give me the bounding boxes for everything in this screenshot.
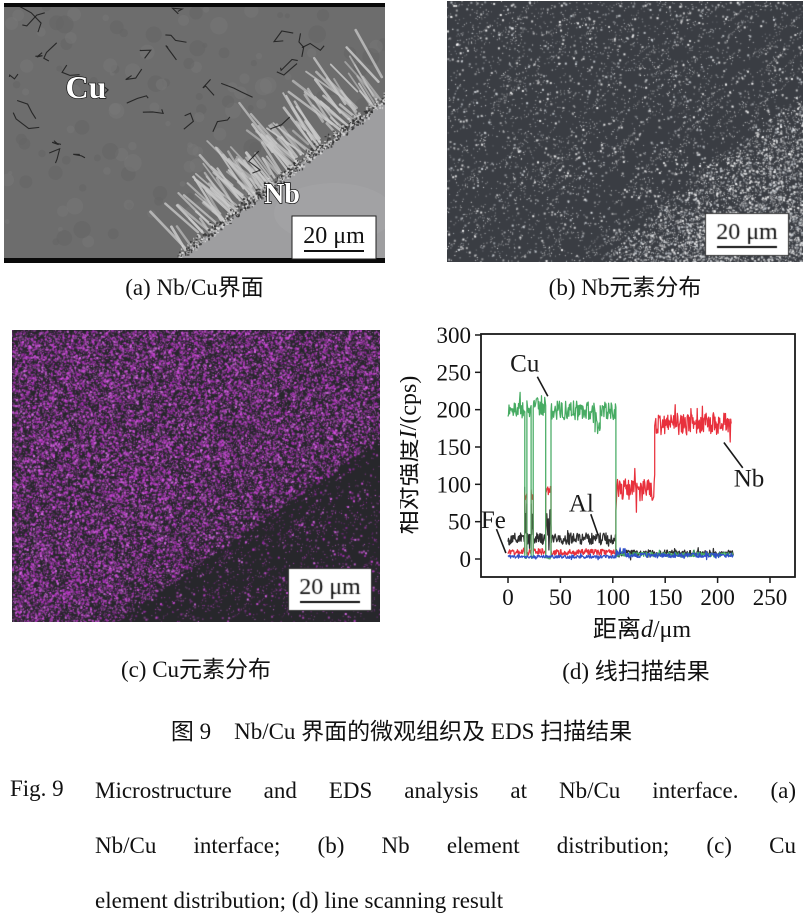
cu-region-label: Cu	[66, 69, 107, 105]
x-tick-label: 0	[502, 585, 514, 610]
panel-a-caption: (a) Nb/Cu界面	[125, 275, 264, 300]
caption-line-3: element distribution; (d) line scanning …	[95, 888, 504, 913]
x-tick-label: 250	[753, 585, 788, 610]
y-tick-label: 150	[437, 435, 472, 460]
panel-c-caption: (c) Cu元素分布	[120, 657, 272, 682]
eds-map-panel-c	[12, 330, 380, 622]
y-axis-label: 相对强度I/(cps)	[400, 376, 422, 535]
svg-text:20 μm: 20 μm	[303, 223, 365, 249]
scale-bar: 20 μm	[291, 215, 377, 260]
x-axis-label: 距离d/μm	[593, 616, 692, 643]
series-nb	[507, 404, 732, 557]
figure-title-cn: 图 9 Nb/Cu 界面的微观组织及 EDS 扫描结果	[170, 719, 633, 744]
x-tick-label: 100	[596, 585, 631, 610]
micrograph-panel-a: Cu Nb 20 μm	[4, 3, 385, 263]
nb-region-label: Nb	[264, 179, 300, 210]
y-tick-label: 250	[437, 360, 472, 385]
fig-number-label: Fig. 9	[10, 776, 64, 801]
series-fe	[507, 547, 734, 561]
caption-line-1: Microstructure and EDS analysis at Nb/Cu…	[95, 778, 796, 803]
panel-d-caption: (d) 线扫描结果	[562, 659, 710, 684]
y-tick-label: 0	[460, 547, 472, 572]
annotation-cu: Cu	[510, 350, 540, 377]
line-scan-chart: 0 50 100 150 200 250 0 50 100 150 200 250 300 距离d/μm 相…	[400, 325, 796, 643]
eds-map-panel-b	[447, 1, 803, 262]
x-tick-label: 150	[648, 585, 683, 610]
line-scan-panel-d: 0 50 100 150 200 250 0 50 100 150 200 250 300 距离d/μm 相…	[400, 325, 803, 643]
y-tick-label: 300	[437, 325, 472, 348]
annotation-al: Al	[569, 491, 594, 518]
annotation-nb: Nb	[734, 465, 765, 492]
x-tick-label: 200	[700, 585, 735, 610]
cu-eds-map-canvas	[12, 330, 380, 622]
y-tick-label: 50	[448, 510, 471, 535]
y-tick-label: 200	[437, 398, 472, 423]
x-tick-label: 50	[549, 585, 572, 610]
annotation-fe: Fe	[481, 507, 506, 534]
caption-line-2: Nb/Cu interface; (b) Nb element distribu…	[95, 833, 796, 858]
y-tick-label: 100	[437, 472, 472, 497]
panel-b-caption: (b) Nb元素分布	[548, 275, 702, 300]
nb-eds-map-canvas	[447, 1, 803, 262]
